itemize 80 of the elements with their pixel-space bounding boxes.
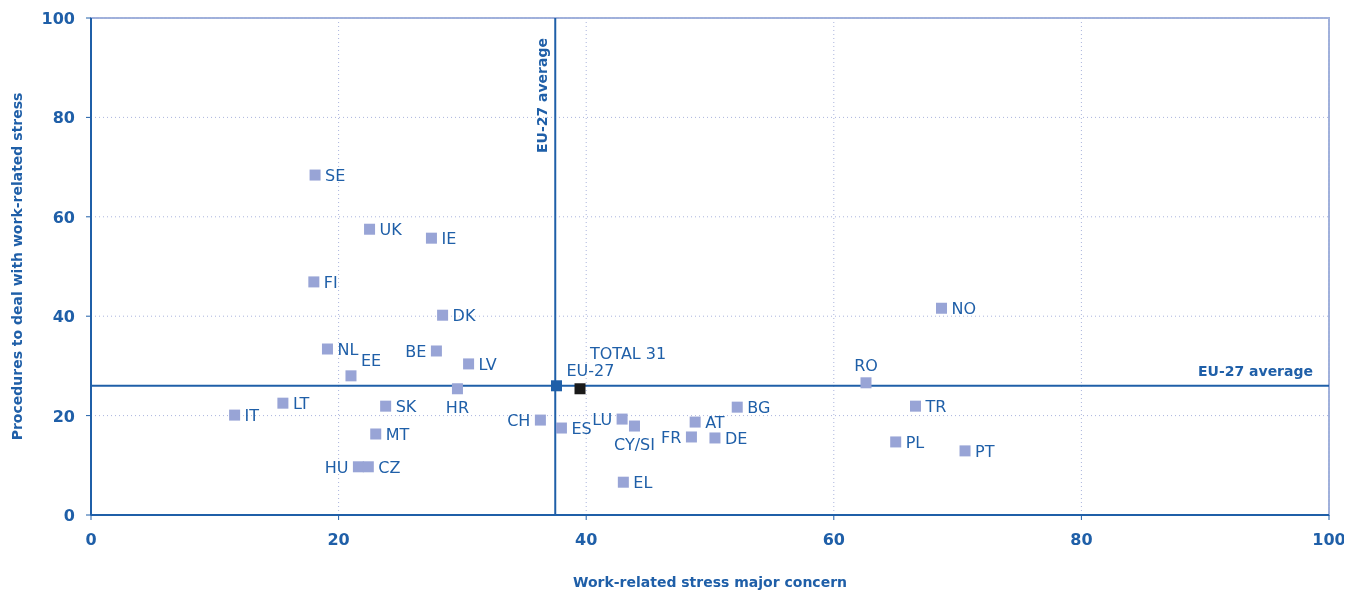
series-label: NO [951, 299, 977, 319]
point [616, 413, 628, 425]
point [617, 476, 629, 488]
series-label: EL [633, 473, 653, 493]
series-label: SE [325, 166, 346, 186]
point [362, 461, 374, 473]
y-tick-label: 60 [52, 207, 75, 227]
series-label: BG [747, 398, 771, 418]
x-tick-label: 20 [327, 530, 350, 549]
series-label: NL [337, 340, 359, 359]
point [352, 461, 364, 473]
series-label: UK [379, 220, 403, 240]
point [229, 409, 241, 421]
series-label: MT [385, 424, 410, 444]
y-tick-label: 0 [63, 506, 75, 525]
y-tick-label: 20 [52, 406, 75, 426]
series-label: HU [324, 457, 349, 477]
point [309, 169, 321, 181]
series-label: DE [724, 428, 748, 448]
y-tick-label: 40 [52, 307, 75, 327]
point [437, 309, 449, 321]
point [277, 397, 289, 409]
series-label: TOTAL 31 [589, 343, 667, 363]
point [463, 358, 475, 370]
point [370, 428, 382, 440]
point [555, 422, 567, 434]
point [534, 414, 546, 426]
x-tick-label: 60 [822, 530, 845, 549]
series-label: SK [395, 397, 417, 417]
point [685, 431, 697, 443]
point [689, 416, 701, 428]
series-label: LU [592, 410, 613, 430]
series-label: PL [905, 432, 925, 452]
series-label: LT [292, 394, 310, 414]
series-label: RO [854, 355, 878, 375]
point [910, 400, 922, 412]
ref-line-label: EU-27 average [1197, 362, 1313, 379]
series-label: FI [323, 272, 338, 292]
point [425, 232, 437, 244]
point [380, 400, 392, 412]
point [890, 436, 902, 448]
series-label: IT [244, 406, 260, 426]
x-tick-label: 80 [1070, 530, 1093, 549]
y-axis-title: Procedures to deal with work-related stress [9, 92, 25, 441]
y-tick-label: 80 [52, 108, 75, 128]
series-label: EE [360, 350, 382, 370]
x-axis-title: Work-related stress major concern [572, 574, 848, 590]
series-label: LV [478, 354, 497, 374]
series-label: CY/SI [614, 435, 655, 455]
point [451, 383, 463, 395]
series-label: CZ [378, 457, 401, 477]
series-label: BE [405, 341, 427, 361]
series-label: FR [661, 427, 682, 447]
series-label: PT [975, 441, 995, 461]
point [709, 432, 721, 444]
series-label: IE [441, 229, 457, 249]
point [550, 380, 562, 392]
x-tick-label: 100 [1312, 530, 1346, 549]
series-label: HR [445, 397, 470, 417]
point [959, 445, 971, 457]
point [860, 377, 872, 389]
series-label: TR [924, 397, 947, 417]
series-label: DK [452, 306, 476, 326]
point [574, 383, 586, 395]
point [364, 223, 376, 235]
y-tick-label: 100 [41, 9, 75, 28]
point [345, 370, 357, 382]
point [308, 276, 320, 288]
series-label: ES [571, 419, 592, 439]
point [430, 345, 442, 357]
point [321, 343, 333, 355]
series-label: EU-27 [566, 360, 615, 380]
series-label: AT [705, 413, 725, 433]
series-label: CH [507, 411, 531, 431]
point [731, 401, 743, 413]
point [936, 302, 948, 314]
point [628, 420, 640, 432]
x-tick-label: 0 [85, 530, 97, 549]
ref-line-label: EU-27 average [534, 38, 551, 154]
x-tick-label: 40 [575, 530, 598, 549]
